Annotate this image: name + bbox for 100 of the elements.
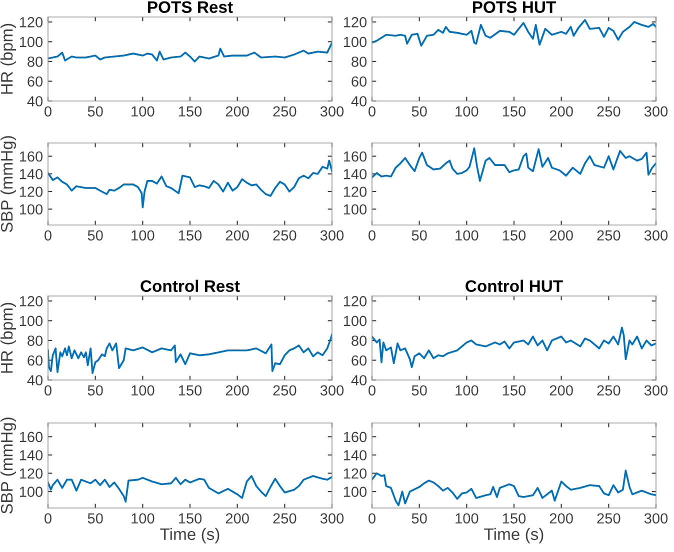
y-axis-title: SBP (mmHg): [0, 136, 16, 232]
x-axis-title: Time (s): [160, 528, 220, 544]
line-series: [48, 334, 332, 374]
x-tick-label: 300: [320, 385, 344, 396]
y-tick-label: 120: [20, 468, 43, 479]
line-series: [372, 326, 656, 368]
x-tick-label: 250: [273, 385, 296, 396]
x-tick-label: 150: [178, 513, 202, 524]
y-tick-label: 60: [28, 76, 43, 87]
x-tick-label: 0: [368, 230, 376, 241]
y-tick-label: 120: [344, 186, 367, 197]
y-tick-label: 60: [28, 355, 43, 366]
y-tick-label: 100: [20, 36, 43, 48]
x-tick-label: 200: [226, 513, 249, 524]
line-series: [372, 147, 656, 182]
x-tick-label: 200: [550, 106, 573, 117]
chart-title: POTS Rest: [148, 1, 233, 13]
x-tick-label: 50: [88, 513, 103, 524]
x-tick-label: 100: [456, 106, 478, 117]
y-tick-label: 80: [352, 336, 367, 346]
y-axis-title: HR (bpm): [0, 24, 16, 94]
y-tick-label: 80: [28, 336, 43, 346]
y-tick-label: 160: [20, 432, 43, 442]
x-tick-label: 50: [412, 385, 427, 396]
x-axis-title: Time (s): [484, 528, 544, 544]
x-tick-label: 0: [44, 385, 52, 396]
x-tick-label: 250: [273, 106, 296, 117]
x-tick-label: 50: [412, 513, 427, 524]
x-tick-label: 250: [273, 230, 296, 241]
x-tick-label: 0: [368, 385, 376, 396]
x-tick-label: 200: [226, 385, 249, 396]
y-tick-label: 100: [344, 36, 367, 48]
y-tick-label: 140: [344, 168, 367, 180]
chart-title: POTS HUT: [472, 1, 556, 13]
y-tick-label: 120: [344, 296, 367, 306]
x-tick-label: 150: [502, 385, 526, 396]
x-tick-label: 200: [226, 106, 249, 117]
y-tick-label: 60: [352, 76, 367, 87]
x-tick-label: 200: [550, 385, 573, 396]
x-tick-label: 100: [132, 513, 154, 524]
y-tick-label: 120: [20, 186, 43, 197]
y-tick-label: 120: [344, 468, 367, 479]
x-tick-label: 50: [88, 385, 103, 396]
y-tick-label: 140: [20, 168, 43, 180]
y-axis-title: HR (bpm): [0, 302, 16, 373]
x-tick-label: 150: [178, 106, 202, 117]
x-tick-label: 100: [456, 385, 478, 396]
line-series: [48, 475, 332, 503]
y-tick-label: 120: [20, 296, 43, 306]
x-tick-label: 0: [44, 513, 52, 524]
y-tick-label: 60: [352, 355, 367, 366]
x-tick-label: 100: [456, 230, 478, 241]
y-tick-label: 40: [351, 375, 367, 386]
x-tick-label: 150: [178, 230, 202, 241]
y-tick-label: 80: [352, 56, 367, 67]
y-tick-label: 140: [344, 450, 367, 460]
y-axis-title: SBP (mmHg): [0, 418, 16, 514]
y-tick-label: 160: [344, 151, 367, 162]
y-tick-label: 120: [344, 17, 367, 28]
x-tick-label: 150: [502, 513, 526, 524]
line-series: [48, 160, 332, 208]
x-tick-label: 300: [644, 385, 668, 396]
y-tick-label: 100: [344, 486, 367, 497]
x-tick-label: 150: [502, 106, 526, 117]
y-tick-label: 40: [27, 96, 43, 106]
x-tick-label: 50: [412, 106, 427, 117]
x-tick-label: 100: [132, 385, 154, 396]
y-tick-label: 80: [28, 56, 43, 67]
line-series: [372, 19, 656, 47]
x-tick-label: 50: [412, 230, 427, 241]
chart-title: Control Rest: [140, 280, 240, 292]
x-tick-label: 0: [368, 106, 376, 117]
x-tick-label: 200: [550, 513, 573, 524]
y-tick-label: 40: [351, 96, 367, 106]
y-tick-label: 100: [20, 316, 43, 326]
x-tick-label: 100: [132, 106, 154, 117]
x-tick-label: 100: [456, 513, 478, 524]
x-tick-label: 0: [44, 106, 52, 117]
x-tick-label: 300: [320, 230, 344, 241]
x-tick-label: 300: [644, 230, 668, 241]
y-tick-label: 100: [344, 204, 367, 215]
y-tick-label: 100: [20, 486, 43, 497]
x-tick-label: 250: [597, 106, 620, 117]
line-series: [48, 42, 332, 62]
y-tick-label: 120: [20, 17, 43, 28]
x-tick-label: 300: [320, 513, 344, 524]
x-tick-label: 250: [273, 513, 296, 524]
y-tick-label: 100: [344, 316, 367, 326]
x-tick-label: 300: [320, 106, 344, 117]
chart-title: Control HUT: [466, 280, 563, 292]
x-tick-label: 300: [644, 106, 668, 117]
x-tick-label: 200: [226, 230, 249, 241]
x-tick-label: 50: [88, 230, 103, 241]
x-tick-label: 0: [368, 513, 376, 524]
y-tick-label: 140: [20, 450, 43, 460]
x-tick-label: 100: [132, 230, 154, 241]
y-tick-label: 100: [20, 204, 43, 215]
x-tick-label: 250: [597, 385, 620, 396]
x-tick-label: 50: [88, 106, 103, 117]
x-tick-label: 150: [502, 230, 526, 241]
